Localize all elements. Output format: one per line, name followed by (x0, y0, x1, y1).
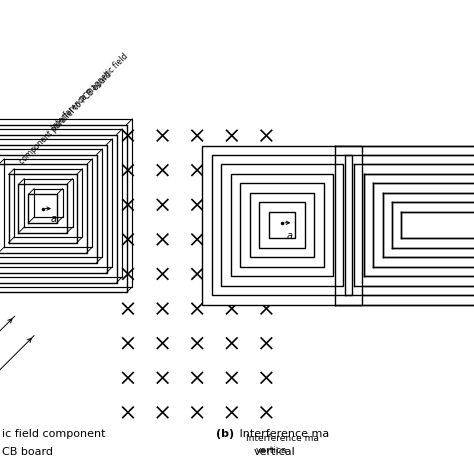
Bar (212, 155, 352, 295)
Text: vertica: vertica (256, 446, 287, 455)
Bar (335, 146, 474, 305)
Bar (250, 193, 314, 257)
Text: component parallel to PCB board: component parallel to PCB board (18, 70, 113, 165)
Text: (b): (b) (216, 429, 234, 439)
Bar (202, 146, 362, 305)
Text: Interference magnetic field: Interference magnetic field (49, 52, 129, 132)
Text: ic field component: ic field component (2, 429, 106, 439)
Text: $a$: $a$ (50, 214, 57, 224)
Text: CB board: CB board (2, 447, 54, 457)
Bar (269, 212, 295, 238)
Text: Interference ma: Interference ma (236, 429, 329, 439)
Bar (231, 174, 333, 276)
Text: Interference ma: Interference ma (246, 434, 319, 443)
Text: vertical: vertical (254, 447, 295, 457)
Bar (240, 183, 324, 267)
Bar (259, 202, 305, 248)
Text: $a$: $a$ (286, 231, 293, 241)
Bar (221, 164, 343, 286)
